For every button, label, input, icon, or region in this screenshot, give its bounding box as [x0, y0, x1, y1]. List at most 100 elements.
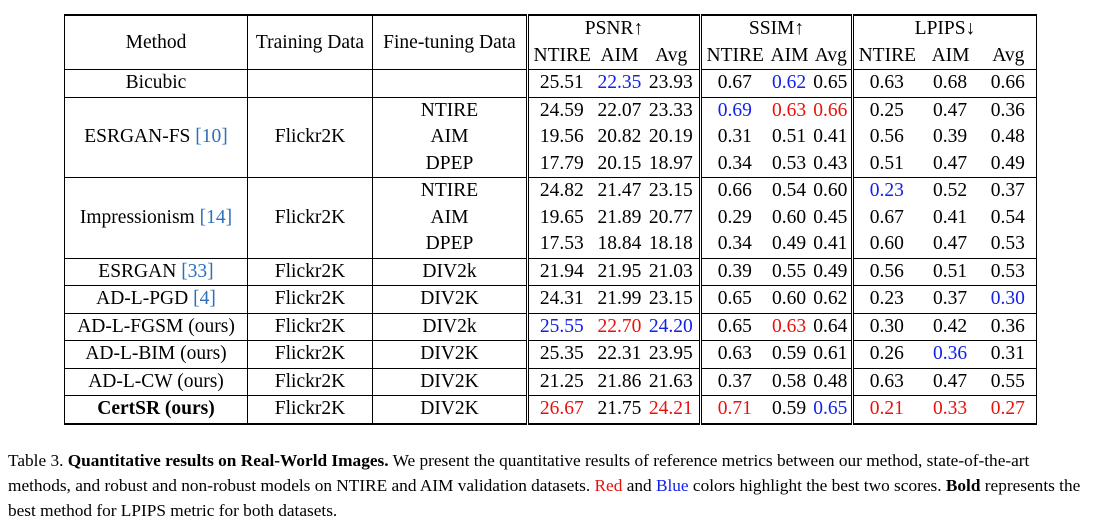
value-ssim-aim: 0.62 [768, 69, 811, 97]
value-psnr-ntire: 25.35 [526, 340, 596, 368]
finetuning-data-cell: DIV2K [372, 285, 528, 313]
table-row: AD-L-BIM (ours) Flickr2K DIV2K 25.35 22.31 23… [64, 340, 1038, 368]
value-lpips-aim: 0.52 [920, 177, 981, 205]
finetuning-data-cell: DIV2K [372, 395, 528, 425]
citation-link[interactable]: [14] [199, 206, 233, 228]
value-psnr-aim: 22.35 [595, 69, 644, 97]
subheader-psnr-aim: AIM [595, 42, 644, 70]
value-lpips-aim: 0.47 [920, 367, 981, 396]
value-psnr-ntire: 24.59 [526, 96, 596, 124]
value-ssim-ntire: 0.39 [699, 257, 769, 286]
finetuning-data-cell [372, 69, 528, 97]
finetuning-data-cell: DIV2K [372, 340, 528, 368]
value-psnr-avg: 20.19 [648, 126, 693, 148]
value-lpips-ntire: 0.26 [851, 340, 921, 368]
table-row: AD-L-FGSM (ours) Flickr2K DIV2k 25.55 22.70 2… [64, 312, 1038, 341]
value-psnr-avg: 23.93 [643, 69, 701, 97]
subheader-lpips-ntire: NTIRE [851, 42, 921, 70]
value-psnr-aim: 22.31 [595, 340, 644, 368]
header-method: Method [64, 14, 248, 70]
value-psnr-ntire: 17.79 [526, 150, 596, 178]
training-data-cell: Flickr2K [247, 340, 373, 368]
results-table: Method Training Data Fine-tuning Data PS… [64, 14, 1038, 425]
value-lpips-aim: 0.33 [920, 395, 981, 425]
value-psnr-aim: 21.86 [595, 367, 644, 396]
value-psnr-aim: 22.07 [595, 96, 644, 124]
table-row: DPEP 17.53 18.84 18.18 0.34 0.49 0.41 0.60 0.47 0… [65, 231, 1038, 258]
value-lpips-aim: 0.36 [920, 340, 981, 368]
training-data-cell [247, 69, 373, 97]
value-ssim-avg: 0.41 [813, 233, 848, 255]
value-psnr-avg: 23.15 [643, 177, 701, 205]
subheader-ssim-aim: AIM [768, 42, 811, 70]
value-lpips-ntire: 0.63 [851, 69, 921, 97]
method-name: CertSR (ours) [97, 398, 215, 420]
caption-red-word: Red [594, 476, 623, 495]
table-row: AIM 19.56 20.82 20.19 0.31 0.51 0.41 0.56 0.39 0.… [65, 124, 1038, 151]
value-lpips-avg: 0.27 [980, 395, 1038, 425]
value-psnr-ntire: 21.94 [526, 257, 596, 286]
value-ssim-aim: 0.55 [768, 257, 811, 286]
value-ssim-ntire: 0.34 [699, 150, 769, 178]
value-psnr-ntire: 19.56 [526, 124, 596, 151]
finetuning-data-cell: DIV2K [372, 367, 528, 396]
value-lpips-aim: 0.47 [932, 152, 968, 174]
method-cell: ESRGAN-FS [10] [64, 96, 248, 178]
value-psnr-aim: 21.95 [595, 257, 644, 286]
value-ssim-avg: 0.66 [810, 96, 853, 124]
training-data-cell: Flickr2K [247, 285, 373, 313]
value-psnr-avg: 24.20 [643, 312, 701, 341]
value-psnr-ntire: 25.55 [526, 312, 596, 341]
value-lpips-avg: 0.31 [980, 340, 1038, 368]
value-lpips-avg: 0.36 [980, 312, 1038, 341]
finetuning-data-cell: AIM [372, 124, 528, 151]
value-psnr-avg: 23.33 [643, 96, 701, 124]
method-name: ESRGAN [98, 260, 182, 282]
value-ssim-avg: 0.48 [810, 367, 853, 396]
value-ssim-ntire: 0.34 [699, 231, 769, 258]
citation-link[interactable]: [4] [193, 288, 216, 310]
finetuning-data-cell: DPEP [372, 231, 528, 258]
value-ssim-ntire: 0.29 [699, 204, 769, 231]
citation-link[interactable]: [33] [181, 260, 214, 282]
value-lpips-ntire: 0.67 [851, 204, 921, 231]
value-lpips-ntire: 0.51 [851, 150, 921, 178]
value-psnr-ntire: 24.31 [526, 285, 596, 313]
method-cell: Impressionism [14] [64, 177, 248, 258]
method-cell: AD-L-CW (ours) [64, 367, 248, 396]
header-psnr: PSNR↑ [526, 14, 701, 43]
table-row: AD-L-PGD [4] Flickr2K DIV2K 24.31 21.99 23.15… [64, 285, 1038, 313]
table-row: CertSR (ours) Flickr2K DIV2K 26.67 21.75 24.2… [64, 395, 1038, 425]
value-ssim-avg: 0.65 [810, 395, 853, 425]
caption-title: Quantitative results on Real-World Image… [67, 451, 389, 470]
subheader-ssim-ntire: NTIRE [699, 42, 769, 70]
method-cell: AD-L-PGD [4] [64, 285, 248, 313]
value-lpips-aim: 0.51 [920, 257, 981, 286]
value-psnr-aim: 22.70 [595, 312, 644, 341]
finetuning-data-cell: DIV2k [372, 257, 528, 286]
header-ssim: SSIM↑ [698, 14, 853, 43]
method-cell: CertSR (ours) [64, 395, 248, 425]
value-psnr-aim: 21.99 [595, 285, 644, 313]
value-lpips-aim: 0.68 [920, 69, 981, 97]
value-psnr-aim: 21.47 [595, 177, 644, 205]
value-ssim-ntire: 0.69 [699, 96, 769, 124]
value-lpips-ntire: 0.63 [851, 367, 921, 396]
header-row-2: NTIRE AIM Avg NTIRE AIM Avg NTIRE AIM Avg [65, 42, 1038, 70]
value-psnr-aim: 20.15 [597, 152, 642, 174]
table-row: Bicubic 25.51 22.35 23.93 0.67 0.62 0.65 0.63 0.… [64, 69, 1038, 97]
subheader-psnr-ntire: NTIRE [526, 42, 596, 70]
caption-text-3: represents the best method for LPIPS met… [8, 476, 1081, 520]
citation-link[interactable]: [10] [195, 126, 228, 148]
value-ssim-avg: 0.64 [810, 312, 853, 341]
value-ssim-aim: 0.59 [768, 340, 811, 368]
caption-and-word: and [622, 476, 656, 495]
value-lpips-aim: 0.47 [932, 233, 968, 255]
finetuning-data-cell: DPEP [372, 150, 528, 178]
method-name: AD-L-PGD [96, 288, 194, 310]
value-lpips-aim: 0.41 [932, 206, 968, 228]
method-name: ESRGAN-FS [84, 126, 196, 148]
value-ssim-aim: 0.54 [768, 177, 811, 205]
value-lpips-avg: 0.54 [980, 204, 1038, 231]
finetuning-data-cell: NTIRE [372, 177, 528, 205]
